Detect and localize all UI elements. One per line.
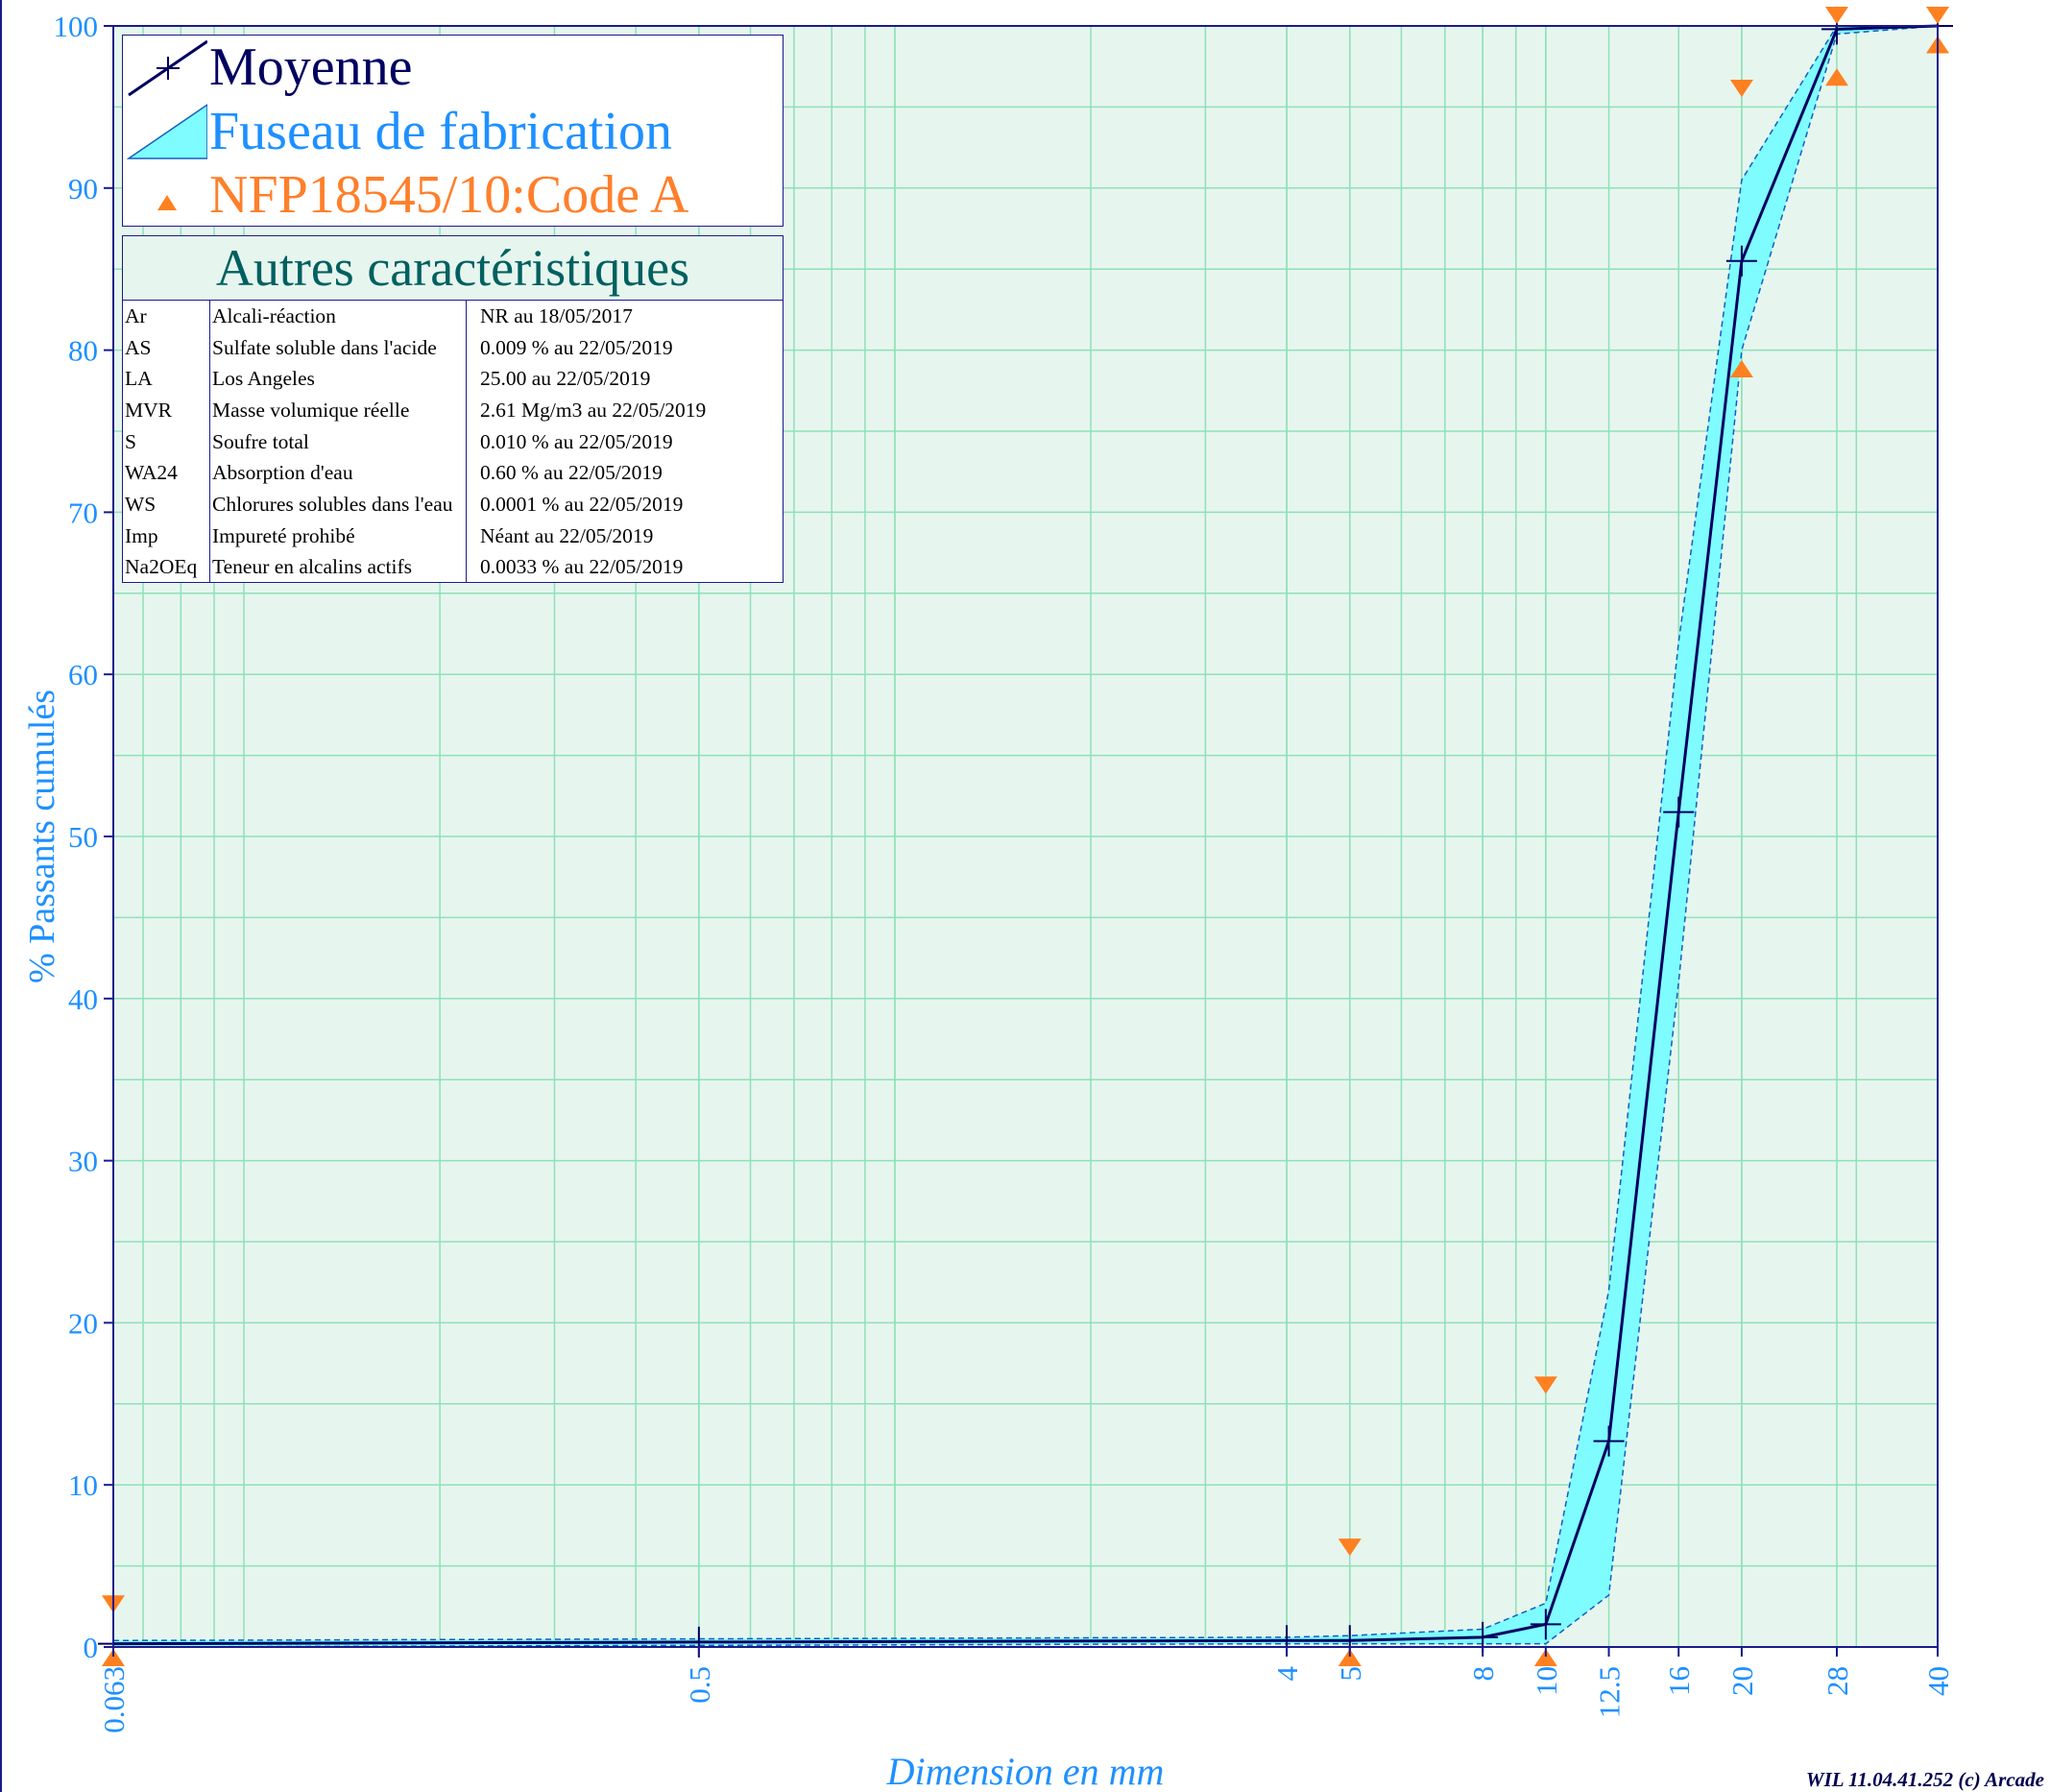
property-row: WA24 Absorption d'eau 0.60 % au 22/05/2019 <box>123 457 783 490</box>
spec-upper-marker <box>1338 1538 1362 1557</box>
y-tick-label: 10 <box>68 1468 98 1502</box>
moyenne-legend-swatch <box>128 39 207 97</box>
property-code: AS <box>123 331 210 364</box>
software-credit: WIL 11.04.41.252 (c) Arcade <box>1805 1768 2044 1791</box>
fuseau-legend-swatch <box>127 104 207 159</box>
properties-panel: Autres caractéristiques Ar Alcali-réactio… <box>122 235 784 584</box>
property-code: Na2OEq <box>123 551 210 584</box>
grid-lines <box>113 26 1938 1647</box>
legend-item-fuseau: Fuseau de fabrication <box>209 102 673 161</box>
spec-lower-marker <box>1338 1649 1362 1666</box>
x-axis-label: Dimension en mm <box>886 1750 1165 1792</box>
property-code: WA24 <box>123 457 210 490</box>
property-code: Ar <box>123 301 210 332</box>
legend: Moyenne Fuseau de fabrication NFP18545/1… <box>122 35 784 227</box>
spec-upper-marker <box>1729 79 1753 97</box>
spec-upper-marker <box>1926 7 1949 24</box>
moyenne-point <box>1663 796 1695 828</box>
y-axis-ticks: 0 10 20 30 40 50 60 70 80 90 100 <box>54 10 113 1664</box>
property-row: MVR Masse volumique réelle 2.61 Mg/m3 au 2… <box>123 395 783 426</box>
property-value: 0.010 % au 22/05/2019 <box>480 429 673 453</box>
property-value: 2.61 Mg/m3 au 22/05/2019 <box>480 398 707 422</box>
property-row: WS Chlorures solubles dans l'eau 0.0001 % … <box>123 489 783 521</box>
y-tick-label: 60 <box>68 658 98 691</box>
x-tick-label: 4 <box>1270 1666 1304 1682</box>
spec-lower-marker <box>102 1649 125 1666</box>
property-code: WS <box>123 489 210 521</box>
x-axis-ticks: 0.063 0.5 4 5 8 10 12.5 16 20 28 40 <box>97 1647 1955 1733</box>
y-tick-label: 20 <box>68 1306 98 1340</box>
property-name: Alcali-réaction <box>209 301 467 332</box>
properties-title: Autres caractéristiques <box>123 236 783 301</box>
y-axis-label: % Passants cumulés <box>22 690 62 983</box>
property-code: LA <box>123 363 210 396</box>
property-value: 0.009 % au 22/05/2019 <box>480 335 673 359</box>
x-tick-label: 8 <box>1466 1666 1500 1682</box>
property-name: Soufre total <box>209 425 467 458</box>
moyenne-point <box>1530 1609 1561 1640</box>
band-lower-edge <box>112 25 1939 1648</box>
property-row: Ar Alcali-réaction NR au 18/05/2017 <box>123 301 783 332</box>
fuseau-band <box>112 25 1939 1648</box>
property-name: Sulfate soluble dans l'acide <box>209 331 467 364</box>
property-value: 0.0001 % au 22/05/2019 <box>480 492 684 516</box>
legend-item-moyenne: Moyenne <box>209 37 413 97</box>
x-tick-label: 40 <box>1921 1666 1955 1696</box>
property-code: MVR <box>123 395 210 426</box>
legend-item-code-a: NFP18545/10:Code A <box>209 165 689 225</box>
y-tick-label: 50 <box>68 820 98 854</box>
property-value: 0.0033 % au 22/05/2019 <box>480 555 684 579</box>
property-row: Imp Impureté prohibé Néant au 22/05/2019 <box>123 520 783 552</box>
property-name: Teneur en alcalins actifs <box>209 551 467 584</box>
spec-upper-marker <box>1824 7 1848 24</box>
spec-lower-marker <box>1729 360 1753 378</box>
property-value: 0.60 % au 22/05/2019 <box>480 461 663 485</box>
x-tick-label: 20 <box>1725 1666 1759 1696</box>
x-tick-label: 12.5 <box>1593 1666 1627 1718</box>
property-value: NR au 18/05/2017 <box>480 303 633 327</box>
moyenne-point <box>1725 245 1757 277</box>
band-area <box>113 26 1938 1647</box>
property-row: LA Los Angeles 25.00 au 22/05/2019 <box>123 363 783 396</box>
spec-upper-marker <box>1533 1376 1557 1394</box>
moyenne-series <box>98 11 1953 1659</box>
y-tick-label: 30 <box>68 1145 98 1178</box>
y-tick-label: 40 <box>68 982 98 1016</box>
y-tick-label: 80 <box>68 334 98 368</box>
x-tick-label: 16 <box>1662 1666 1696 1696</box>
y-tick-label: 90 <box>68 172 98 206</box>
specification-markers <box>102 7 1949 1666</box>
x-tick-label: 28 <box>1821 1666 1854 1696</box>
left-edge-line <box>0 0 2 1792</box>
spec-lower-marker <box>1824 68 1848 86</box>
property-row: Na2OEq Teneur en alcalins actifs 0.0033 % … <box>123 551 783 584</box>
property-row: S Soufre total 0.010 % au 22/05/2019 <box>123 425 783 458</box>
properties-table: Ar Alcali-réaction NR au 18/05/2017 AS Sulfa… <box>123 301 783 584</box>
property-name: Masse volumique réelle <box>209 395 467 426</box>
x-tick-label: 5 <box>1334 1666 1367 1682</box>
property-code: Imp <box>123 520 210 552</box>
x-tick-label: 10 <box>1530 1666 1563 1696</box>
moyenne-point <box>1593 1425 1625 1457</box>
property-name: Impureté prohibé <box>209 520 467 552</box>
x-tick-label: 0.063 <box>97 1666 131 1733</box>
y-tick-label: 70 <box>68 496 98 529</box>
property-name: Absorption d'eau <box>209 457 467 490</box>
property-code: S <box>123 425 210 458</box>
property-name: Los Angeles <box>209 363 467 396</box>
y-tick-label: 100 <box>54 10 99 43</box>
property-row: AS Sulfate soluble dans l'acide 0.009 % au… <box>123 331 783 364</box>
property-value: Néant au 22/05/2019 <box>480 523 654 547</box>
y-tick-label: 0 <box>84 1631 99 1664</box>
property-name: Chlorures solubles dans l'eau <box>209 489 467 521</box>
x-tick-label: 0.5 <box>683 1666 716 1704</box>
spec-lower-marker <box>1533 1649 1557 1666</box>
code-a-legend-swatch <box>157 195 177 210</box>
property-value: 25.00 au 22/05/2019 <box>480 367 651 391</box>
